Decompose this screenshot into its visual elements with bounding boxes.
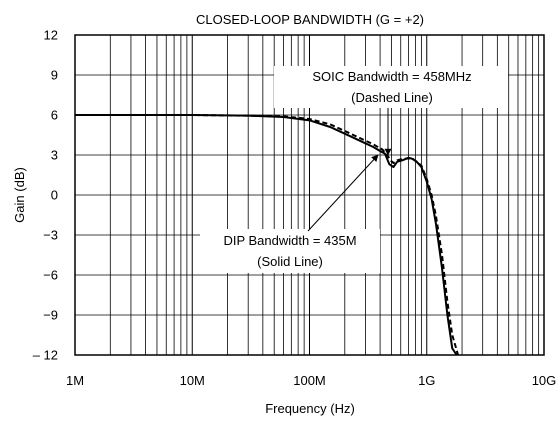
x-tick-label: 10G bbox=[532, 373, 557, 388]
y-tick-label: −9 bbox=[43, 308, 58, 323]
dip-annotation-line1: DIP Bandwidth = 435M bbox=[223, 233, 356, 248]
annotation-soic: SOIC Bandwidth = 458MHz (Dashed Line) bbox=[274, 66, 508, 156]
series-line-dashed bbox=[75, 114, 460, 355]
dip-annotation-line2: (Solid Line) bbox=[257, 254, 323, 269]
soic-annotation-line1: SOIC Bandwidth = 458MHz bbox=[312, 69, 471, 84]
annotation-dip: DIP Bandwidth = 435M (Solid Line) bbox=[200, 154, 380, 273]
y-tick-labels: 12 9 6 3 0 −3 −6 −9 – 12 bbox=[33, 28, 58, 363]
x-tick-label: 1M bbox=[66, 373, 84, 388]
y-tick-label: 0 bbox=[51, 188, 58, 203]
y-tick-label: 12 bbox=[44, 28, 58, 43]
y-tick-label: 3 bbox=[51, 148, 58, 163]
y-axis-label: Gain (dB) bbox=[12, 167, 27, 223]
chart-title: CLOSED-LOOP BANDWIDTH (G = +2) bbox=[196, 12, 424, 27]
y-tick-label: −6 bbox=[43, 268, 58, 283]
x-tick-label: 100M bbox=[293, 373, 326, 388]
y-tick-label: −3 bbox=[43, 228, 58, 243]
y-tick-label: 9 bbox=[51, 68, 58, 83]
series-layer bbox=[75, 114, 460, 355]
series-line-solid bbox=[75, 114, 458, 355]
y-tick-label: 6 bbox=[51, 108, 58, 123]
plot-frame bbox=[74, 34, 545, 356]
x-axis-label: Frequency (Hz) bbox=[265, 401, 355, 416]
soic-annotation-line2: (Dashed Line) bbox=[351, 90, 433, 105]
dip-arrow bbox=[307, 154, 379, 232]
x-tick-labels: 1M 10M 100M 1G 10G bbox=[66, 373, 556, 388]
x-tick-label: 10M bbox=[180, 373, 205, 388]
y-tick-label: – 12 bbox=[33, 348, 58, 363]
x-tick-label: 1G bbox=[418, 373, 435, 388]
